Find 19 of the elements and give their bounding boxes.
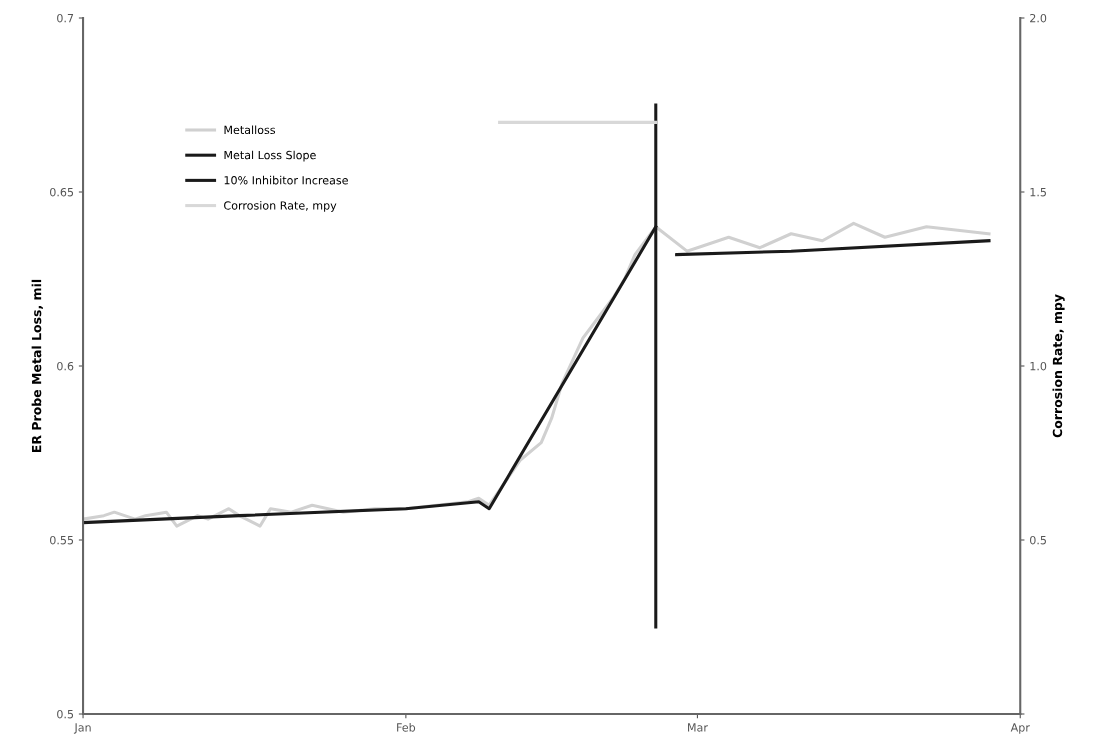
legend-label: 10% Inhibitor Increase [224, 175, 348, 185]
x-tick-label: Apr [1010, 723, 1030, 734]
y-tick-label: 0.6 [57, 361, 74, 371]
y-tick-label: 0.55 [50, 535, 74, 545]
legend-label: Corrosion Rate, mpy [224, 201, 337, 212]
y-axis-title: ER Probe Metal Loss, mil [31, 279, 43, 452]
y2-axis-title: Corrosion Rate, mpy [1052, 294, 1065, 438]
y-tick-label: 0.65 [50, 187, 74, 197]
y-tick-label: 0.7 [57, 13, 74, 23]
x-tick-label: Jan [73, 723, 91, 734]
legend-label: Metalloss [224, 125, 276, 135]
y2-tick-label: 1.0 [1030, 361, 1047, 371]
x-tick-label: Mar [688, 723, 708, 732]
y2-tick-label: 2.0 [1030, 13, 1047, 23]
y-tick-label: 0.5 [57, 709, 74, 719]
y2-tick-label: 0.5 [1030, 535, 1046, 545]
x-tick-label: Feb [397, 723, 416, 732]
y2-tick-label: 1.5 [1030, 188, 1046, 197]
legend-label: Metal Loss Slope [224, 150, 316, 162]
